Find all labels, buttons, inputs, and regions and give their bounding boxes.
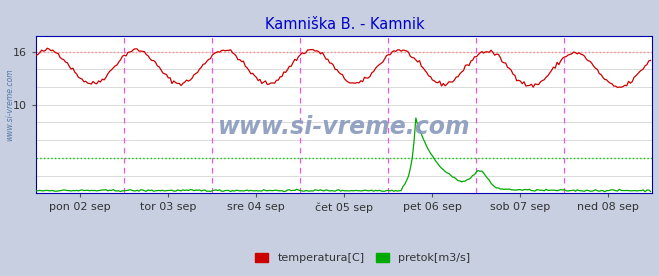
Legend: temperatura[C], pretok[m3/s]: temperatura[C], pretok[m3/s]	[250, 248, 474, 268]
Text: www.si-vreme.com: www.si-vreme.com	[218, 115, 471, 139]
Title: Kamniška B. - Kamnik: Kamniška B. - Kamnik	[264, 17, 424, 32]
Text: www.si-vreme.com: www.si-vreme.com	[5, 68, 14, 141]
